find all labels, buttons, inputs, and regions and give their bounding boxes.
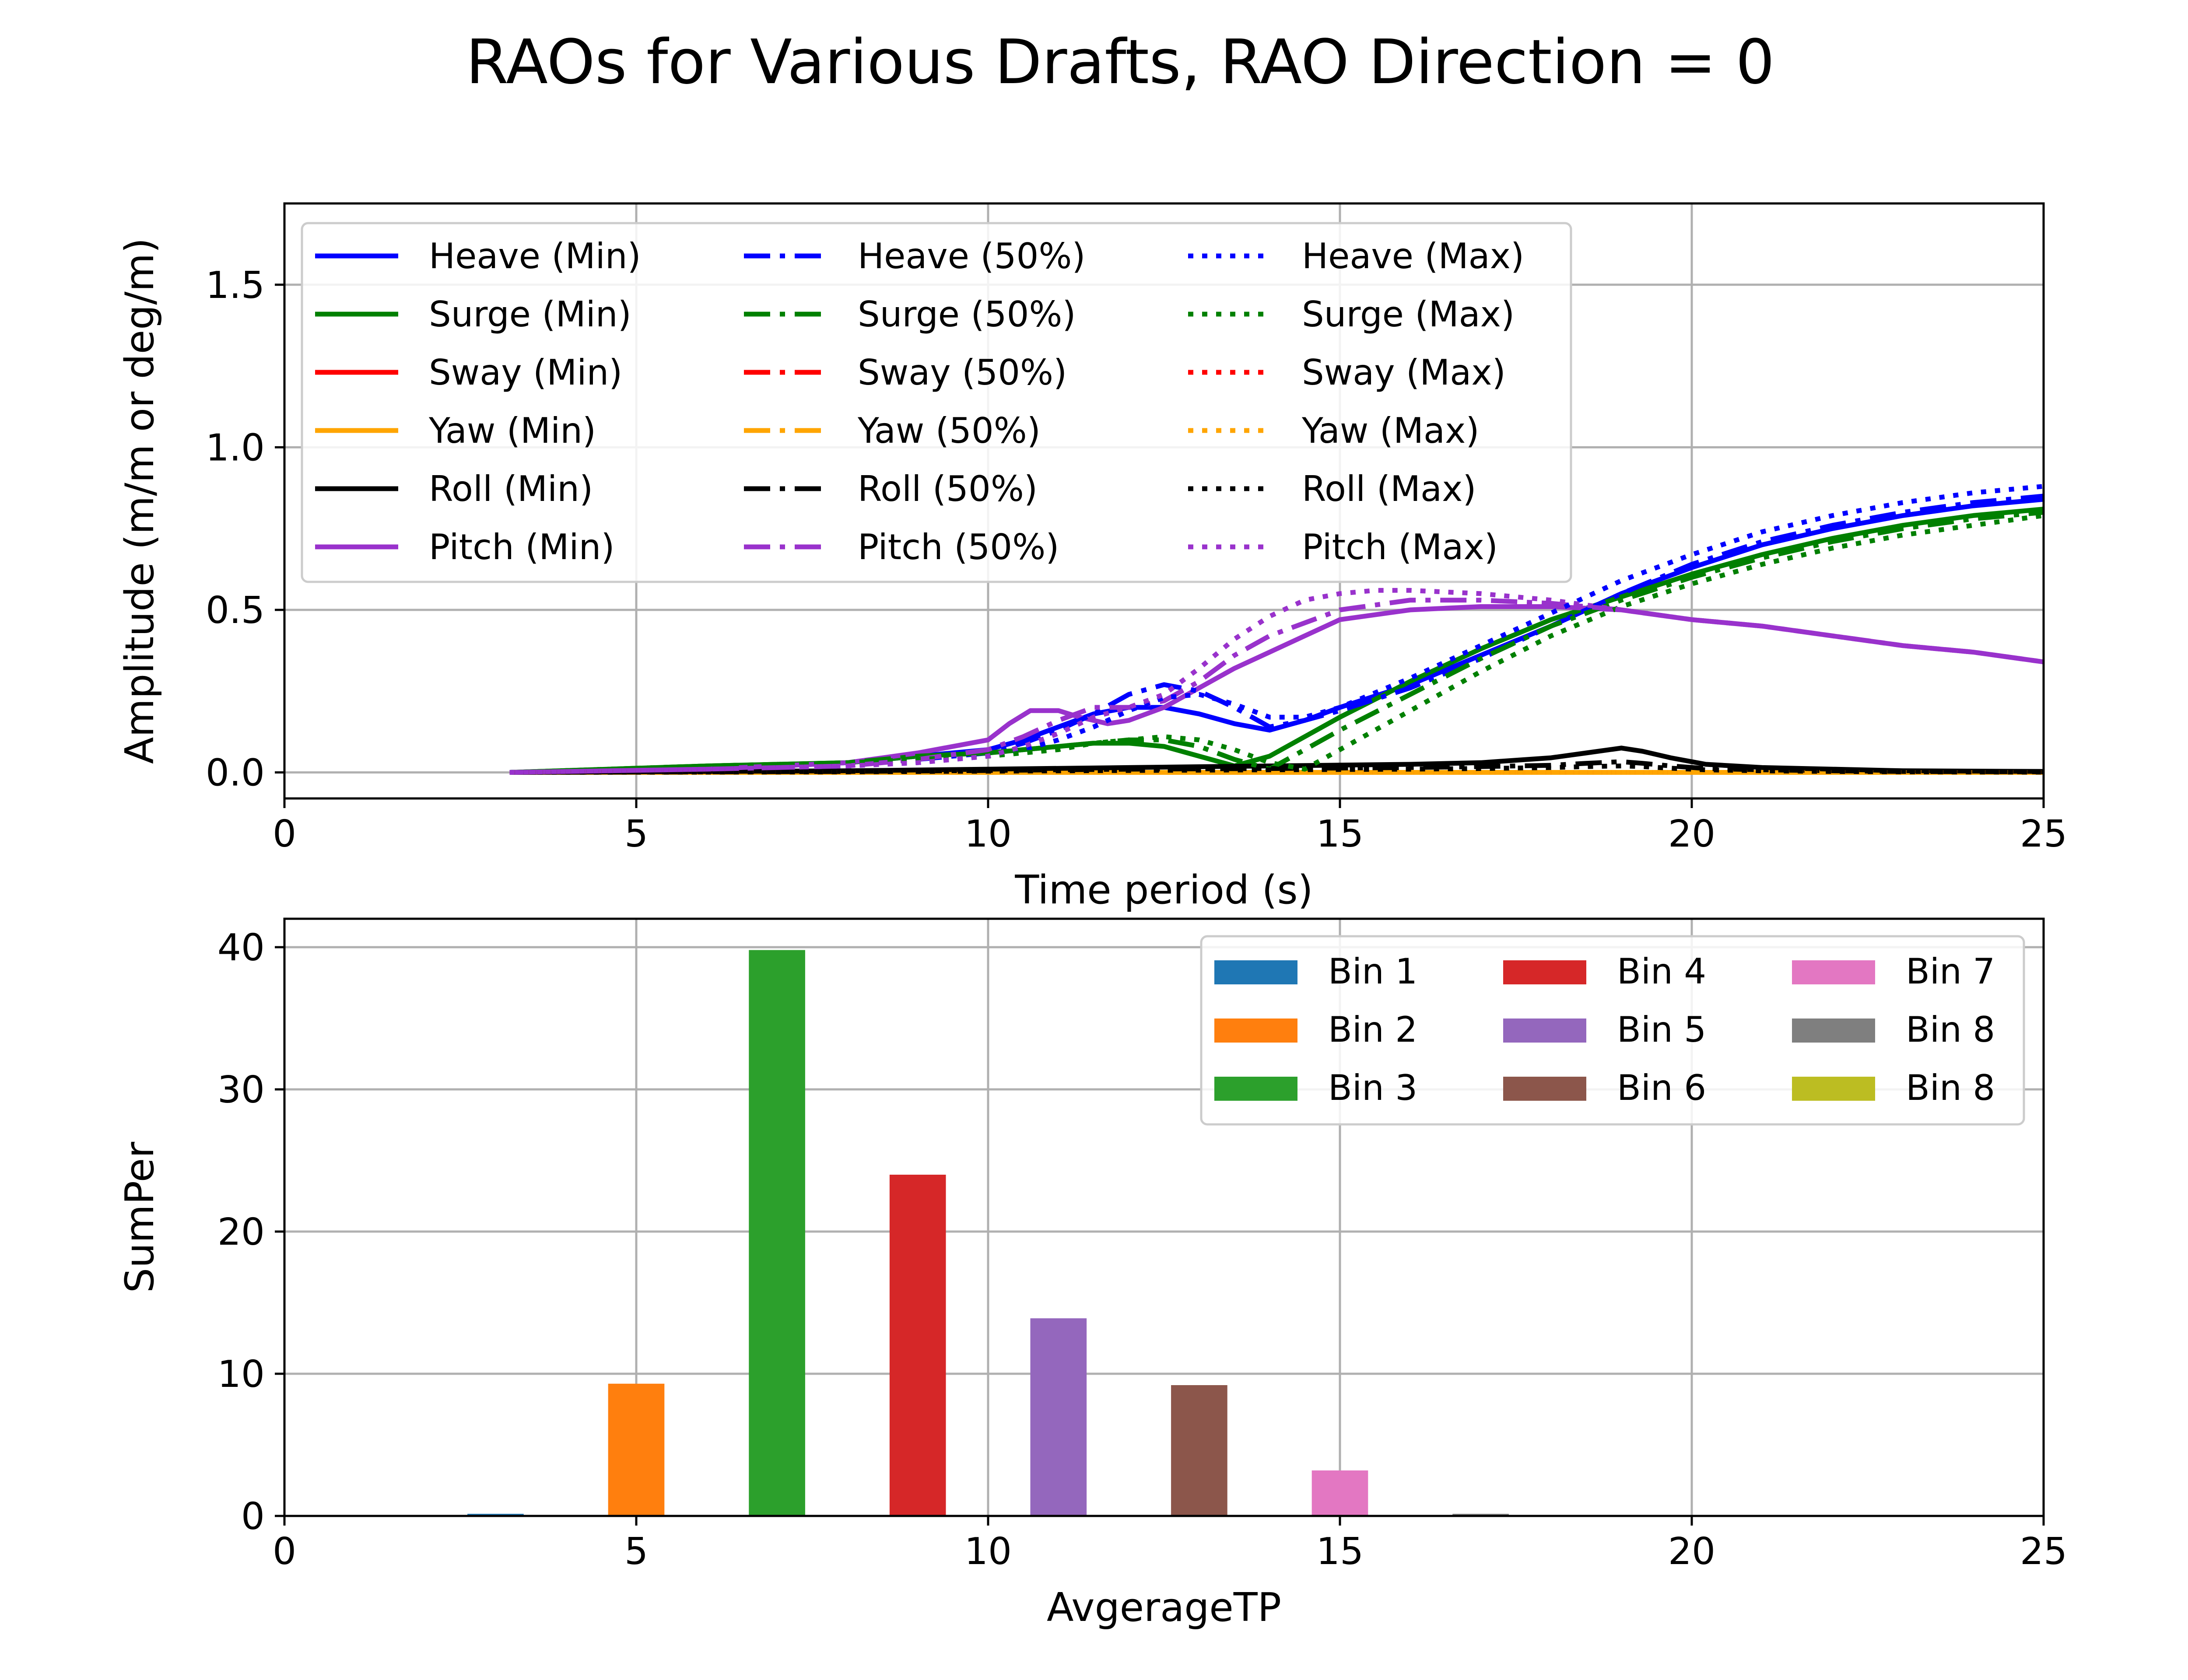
y-tick-label: 1.0 xyxy=(206,426,265,469)
x-tick-label: 15 xyxy=(1316,1530,1364,1573)
legend-label-surge-50: Surge (50%) xyxy=(858,294,1076,335)
x-tick-label: 0 xyxy=(273,812,296,856)
legend-label-sway-max: Sway (Max) xyxy=(1302,352,1506,393)
bar-bin-3-2 xyxy=(749,950,805,1516)
legend-swatch-bin-4-3 xyxy=(1503,960,1586,984)
y-tick-label: 0 xyxy=(241,1495,265,1538)
legend-swatch-bin-6-5 xyxy=(1503,1077,1586,1101)
legend-label-sway-min: Sway (Min) xyxy=(429,352,622,393)
bar-bin-5-4 xyxy=(1030,1318,1087,1516)
legend-label-bin-2-1: Bin 2 xyxy=(1328,1009,1417,1050)
legend: Bin 1 Bin 2 Bin 3 Bin 4 Bin 5 Bin 6 Bin 7 Bin 8… xyxy=(1200,935,2025,1126)
x-tick-label: 10 xyxy=(964,812,1012,856)
x-tick-label: 15 xyxy=(1316,812,1364,856)
legend-swatch-bin-8-7 xyxy=(1792,1018,1875,1043)
sumper-bar-chart: 0 5 10 15 20 25 0 10 20 30 40 AvgerageTP SumPer Bin 1… xyxy=(117,917,2067,1631)
series-line-pitch-min xyxy=(509,604,2044,775)
y-tick-label: 0.0 xyxy=(206,752,265,795)
legend-label-yaw-max: Yaw (Max) xyxy=(1301,410,1480,451)
legend-label-yaw-min: Yaw (Min) xyxy=(428,410,596,451)
series-lines xyxy=(509,484,2044,775)
bar-bin-6-5 xyxy=(1171,1385,1227,1516)
x-tick-label: 20 xyxy=(1668,1530,1715,1573)
legend-swatch-bin-3-2 xyxy=(1214,1077,1297,1101)
legend-swatch-bin-8-8 xyxy=(1792,1077,1875,1101)
legend-label-surge-max: Surge (Max) xyxy=(1302,294,1515,335)
legend-label-sway-50: Sway (50%) xyxy=(858,352,1067,393)
legend-label-bin-1-0: Bin 1 xyxy=(1328,951,1417,992)
x-axis-label: Time period (s) xyxy=(1014,867,1313,913)
legend-label-bin-8-7: Bin 8 xyxy=(1906,1009,1995,1050)
legend-swatch-bin-2-1 xyxy=(1214,1018,1297,1043)
bar-bin-2-1 xyxy=(608,1383,665,1516)
legend-label-heave-50: Heave (50%) xyxy=(858,236,1086,276)
x-tick-label: 0 xyxy=(273,1530,296,1573)
series-line-roll-max xyxy=(509,763,2044,775)
legend-swatch-bin-7-6 xyxy=(1792,960,1875,984)
bar-bin-4-3 xyxy=(889,1175,946,1516)
legend-frame xyxy=(1200,935,2025,1126)
legend-label-bin-3-2: Bin 3 xyxy=(1328,1068,1417,1108)
series-line-pitch-50 xyxy=(509,598,2044,775)
y-tick-label: 30 xyxy=(217,1068,265,1112)
legend-label-heave-min: Heave (Min) xyxy=(429,236,641,276)
y-axis-label: SumPer xyxy=(117,1142,163,1293)
legend-label-surge-min: Surge (Min) xyxy=(429,294,631,335)
y-tick-label: 40 xyxy=(217,926,265,970)
axes-frame xyxy=(283,202,2045,800)
figure-title: RAOs for Various Drafts, RAO Direction =… xyxy=(466,27,1775,98)
legend-label-bin-7-6: Bin 7 xyxy=(1906,951,1995,992)
y-tick-label: 0.5 xyxy=(206,589,265,632)
legend: Heave (Min) Surge (Min) Sway (Min) Yaw (Min… xyxy=(301,222,1572,583)
legend-swatch-bin-5-4 xyxy=(1503,1018,1586,1043)
y-tick-label: 20 xyxy=(217,1211,265,1254)
legend-label-bin-6-5: Bin 6 xyxy=(1617,1068,1706,1108)
legend-frame xyxy=(301,222,1572,583)
legend-swatch-bin-1-0 xyxy=(1214,960,1297,984)
legend-label-roll-50: Roll (50%) xyxy=(858,469,1038,509)
legend-label-bin-4-3: Bin 4 xyxy=(1617,951,1706,992)
series-line-pitch-max xyxy=(509,588,2044,775)
legend-label-yaw-50: Yaw (50%) xyxy=(857,410,1041,451)
legend-label-bin-8-8: Bin 8 xyxy=(1906,1068,1995,1108)
legend-label-pitch-max: Pitch (Max) xyxy=(1302,527,1498,567)
x-tick-label: 25 xyxy=(2020,812,2067,856)
axes-frame xyxy=(283,917,2045,1517)
legend-label-bin-5-4: Bin 5 xyxy=(1617,1009,1706,1050)
x-tick-label: 10 xyxy=(964,1530,1012,1573)
legend-label-roll-max: Roll (Max) xyxy=(1302,469,1476,509)
x-axis-label: AvgerageTP xyxy=(1047,1585,1281,1631)
bar-bin-7-6 xyxy=(1311,1470,1368,1516)
legend-label-roll-min: Roll (Min) xyxy=(429,469,593,509)
x-tick-label: 25 xyxy=(2020,1530,2067,1573)
legend-label-heave-max: Heave (Max) xyxy=(1302,236,1524,276)
y-axis-label: Amplitude (m/m or deg/m) xyxy=(117,238,163,764)
y-tick-label: 10 xyxy=(217,1353,265,1396)
legend-label-pitch-min: Pitch (Min) xyxy=(429,527,615,567)
x-tick-label: 20 xyxy=(1668,812,1715,856)
y-tick-label: 1.5 xyxy=(206,264,265,307)
x-tick-label: 5 xyxy=(624,812,648,856)
legend-label-pitch-50: Pitch (50%) xyxy=(858,527,1059,567)
x-tick-label: 5 xyxy=(624,1530,648,1573)
rao-line-chart: 0 5 10 15 20 25 0.0 0.5 1.0 1.5 Time period (s) Amp… xyxy=(117,202,2067,913)
